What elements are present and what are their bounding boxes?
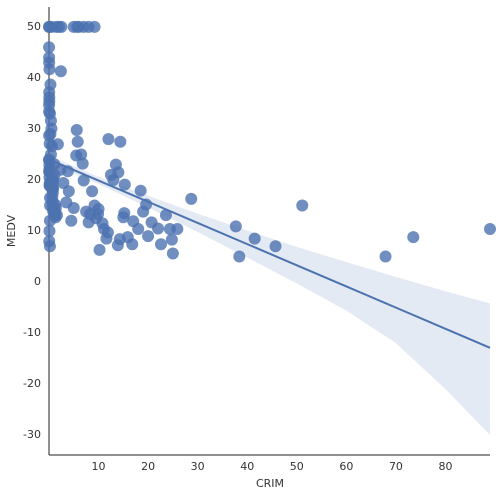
y-tick-label: 40 xyxy=(27,71,41,84)
point xyxy=(114,135,127,148)
point xyxy=(269,240,282,253)
point xyxy=(43,41,56,54)
point xyxy=(407,231,420,244)
point xyxy=(46,191,59,204)
y-tick-label: 10 xyxy=(27,224,41,237)
x-tick-label: 30 xyxy=(191,460,205,473)
x-axis-label: CRIM xyxy=(256,477,284,490)
point xyxy=(88,20,101,33)
point xyxy=(93,243,106,256)
point xyxy=(92,203,105,216)
point xyxy=(118,207,131,220)
y-axis-label: MEDV xyxy=(5,214,18,247)
x-tick-label: 10 xyxy=(92,460,106,473)
point xyxy=(233,250,246,263)
point xyxy=(152,222,165,235)
confidence-band xyxy=(49,155,490,436)
point xyxy=(100,232,113,245)
point xyxy=(71,20,84,33)
point xyxy=(484,222,496,235)
point xyxy=(102,133,115,146)
point xyxy=(43,177,56,190)
point xyxy=(43,214,56,227)
y-tick-label: 0 xyxy=(34,275,41,288)
y-tick-label: -30 xyxy=(23,428,41,441)
x-tick-label: 40 xyxy=(240,460,254,473)
point xyxy=(77,174,90,187)
point xyxy=(86,185,99,198)
x-tick-label: 60 xyxy=(339,460,353,473)
y-tick-label: 50 xyxy=(27,20,41,33)
point xyxy=(154,238,167,251)
point xyxy=(132,222,145,235)
x-tick-label: 70 xyxy=(389,460,403,473)
point xyxy=(142,230,155,243)
point xyxy=(67,202,80,215)
point xyxy=(379,250,392,263)
point xyxy=(166,247,179,260)
point xyxy=(159,209,172,222)
y-tick-label: 20 xyxy=(27,173,41,186)
point xyxy=(248,232,261,245)
point xyxy=(76,157,89,170)
point xyxy=(112,166,125,179)
point xyxy=(43,225,56,237)
point xyxy=(43,86,56,99)
point xyxy=(43,63,56,76)
point xyxy=(44,128,57,141)
point xyxy=(165,233,178,246)
point xyxy=(70,123,83,136)
point xyxy=(51,138,64,151)
x-tick-label: 20 xyxy=(141,460,155,473)
point xyxy=(54,65,67,78)
point xyxy=(43,240,56,253)
point xyxy=(134,184,147,197)
x-tick-label: 50 xyxy=(290,460,304,473)
point xyxy=(43,95,56,108)
y-tick-label: -20 xyxy=(23,377,41,390)
point xyxy=(171,222,184,235)
y-tick-label: 30 xyxy=(27,122,41,135)
point xyxy=(118,178,131,191)
point xyxy=(55,20,68,33)
point xyxy=(71,135,84,148)
point xyxy=(65,214,78,227)
x-tick-label: 80 xyxy=(439,460,453,473)
regression-line xyxy=(48,158,491,349)
point xyxy=(229,220,242,233)
point xyxy=(126,238,139,251)
point xyxy=(62,185,75,198)
point xyxy=(111,239,124,252)
point xyxy=(185,192,198,205)
point xyxy=(296,199,309,212)
y-tick-label: -10 xyxy=(23,326,41,339)
point xyxy=(75,148,88,161)
